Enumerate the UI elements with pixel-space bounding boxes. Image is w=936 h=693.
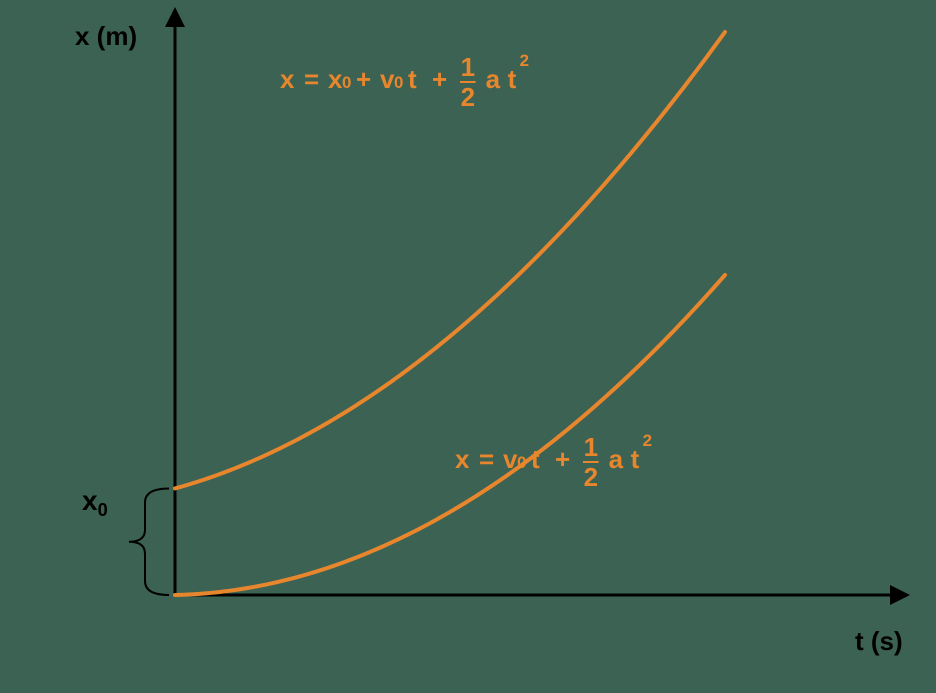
svg-text:2: 2 (520, 51, 529, 70)
svg-text:x: x (328, 64, 343, 94)
svg-text:2: 2 (643, 431, 652, 450)
x-axis-label: t (s) (855, 626, 903, 656)
kinematics-chart: x (m)t (s)x0x=x0+v0t+12at2x=v0t+12at2 (0, 0, 936, 693)
svg-text:0: 0 (394, 73, 403, 92)
svg-text:2: 2 (461, 82, 475, 112)
svg-text:2: 2 (584, 462, 598, 492)
svg-text:t: t (531, 444, 540, 474)
svg-text:x: x (280, 64, 295, 94)
svg-text:x: x (455, 444, 470, 474)
svg-text:1: 1 (584, 432, 598, 462)
svg-text:+: + (356, 64, 371, 94)
svg-text:=: = (304, 64, 319, 94)
svg-text:=: = (479, 444, 494, 474)
svg-text:+: + (555, 444, 570, 474)
svg-text:0: 0 (517, 453, 526, 472)
svg-text:a: a (486, 64, 501, 94)
y-axis-label: x (m) (75, 21, 137, 51)
svg-text:t: t (631, 444, 640, 474)
svg-text:t: t (408, 64, 417, 94)
svg-text:a: a (609, 444, 624, 474)
svg-text:+: + (432, 64, 447, 94)
svg-text:v: v (503, 444, 518, 474)
svg-text:v: v (380, 64, 395, 94)
svg-text:1: 1 (461, 52, 475, 82)
svg-text:0: 0 (342, 73, 351, 92)
svg-text:t: t (508, 64, 517, 94)
